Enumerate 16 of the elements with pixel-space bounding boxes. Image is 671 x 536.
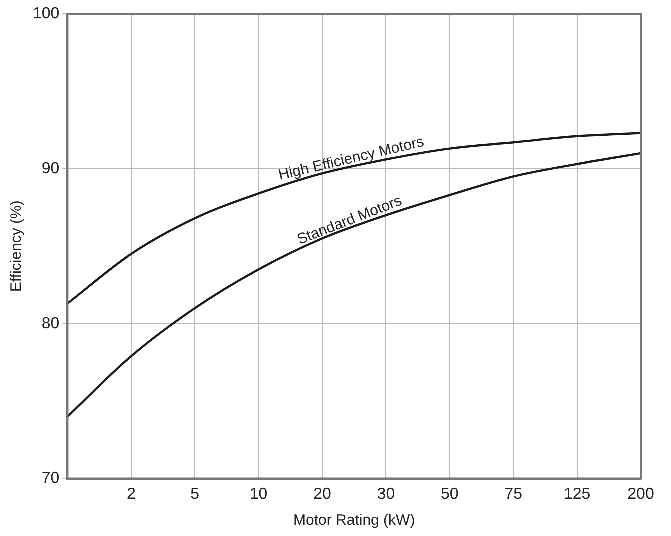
x-tick-label: 5 xyxy=(190,486,200,503)
y-tick-label: 80 xyxy=(42,315,60,332)
x-tick-label: 125 xyxy=(564,486,591,503)
y-tick-label: 100 xyxy=(32,5,60,22)
x-tick-label: 75 xyxy=(504,486,523,503)
x-tick-label: 50 xyxy=(441,486,459,503)
x-tick-label: 30 xyxy=(377,486,396,503)
x-tick-label: 20 xyxy=(314,486,332,503)
x-tick-label: 10 xyxy=(250,486,268,503)
text: High Efficiency Motors xyxy=(277,133,426,184)
y-tick-label: 90 xyxy=(42,160,60,178)
y-axis-title: Efficiency (%) xyxy=(8,200,26,292)
x-tick-label: 2 xyxy=(126,486,136,503)
x-axis-title: Motor Rating (kW) xyxy=(294,512,416,530)
x-tick-label: 200 xyxy=(628,486,654,503)
y-tick-label: 70 xyxy=(42,470,60,488)
